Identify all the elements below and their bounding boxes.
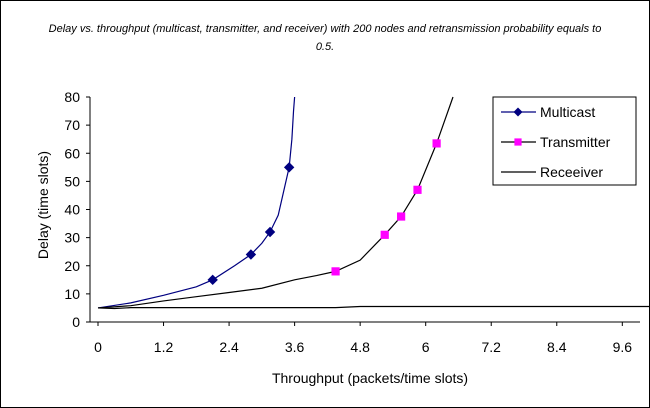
y-tick-label: 80 xyxy=(64,89,80,105)
data-point-multicast xyxy=(245,249,257,260)
x-axis-label: Throughput (packets/time slots) xyxy=(272,370,468,386)
x-tick-label: 8.4 xyxy=(547,339,567,355)
y-tick-label: 20 xyxy=(64,258,80,274)
y-tick-label: 50 xyxy=(64,173,80,189)
x-tick-label: 6 xyxy=(422,339,430,355)
y-tick-label: 60 xyxy=(64,145,80,161)
series-line-receeiver xyxy=(97,305,650,310)
y-tick-label: 30 xyxy=(64,230,80,246)
y-tick-label: 10 xyxy=(64,286,80,302)
series-layer xyxy=(97,96,650,310)
x-tick-label: 1.2 xyxy=(154,339,174,355)
data-point-transmitter xyxy=(397,212,406,221)
x-tick-label: 4.8 xyxy=(350,339,370,355)
data-point-multicast xyxy=(264,226,276,238)
legend: Multicast Transmitter Receeiver xyxy=(492,96,637,186)
data-point-transmitter xyxy=(380,230,389,239)
data-point-transmitter xyxy=(432,139,441,148)
axes: 0 10 20 30 40 50 60 70 80 0 1.2 2.4 3.6 4.8 6 7.2 8.4 9.6 xyxy=(64,89,640,355)
y-tick-label: 0 xyxy=(72,314,80,330)
x-tick-label: 2.4 xyxy=(219,339,239,355)
series-line-transmitter xyxy=(97,96,454,309)
data-point-transmitter xyxy=(413,185,422,194)
x-tick-label: 3.6 xyxy=(285,339,305,355)
legend-marker-multicast xyxy=(513,107,523,117)
data-point-multicast xyxy=(207,274,218,286)
y-tick-label: 70 xyxy=(64,117,80,133)
y-axis-label: Delay (time slots) xyxy=(35,151,51,259)
chart-title: Delay vs. throughput (multicast, transmi… xyxy=(48,23,602,53)
legend-label-transmitter: Transmitter xyxy=(540,134,611,150)
x-tick-label: 0 xyxy=(94,339,102,355)
x-tick-label: 9.6 xyxy=(613,339,633,355)
data-point-multicast xyxy=(283,162,295,173)
legend-label-receeiver: Receeiver xyxy=(540,164,603,180)
y-tick-label: 40 xyxy=(64,202,80,218)
x-tick-label: 7.2 xyxy=(481,339,501,355)
legend-marker-transmitter xyxy=(514,138,522,146)
legend-label-multicast: Multicast xyxy=(540,104,595,120)
series-line-multicast xyxy=(97,96,296,309)
data-point-transmitter xyxy=(331,267,340,276)
